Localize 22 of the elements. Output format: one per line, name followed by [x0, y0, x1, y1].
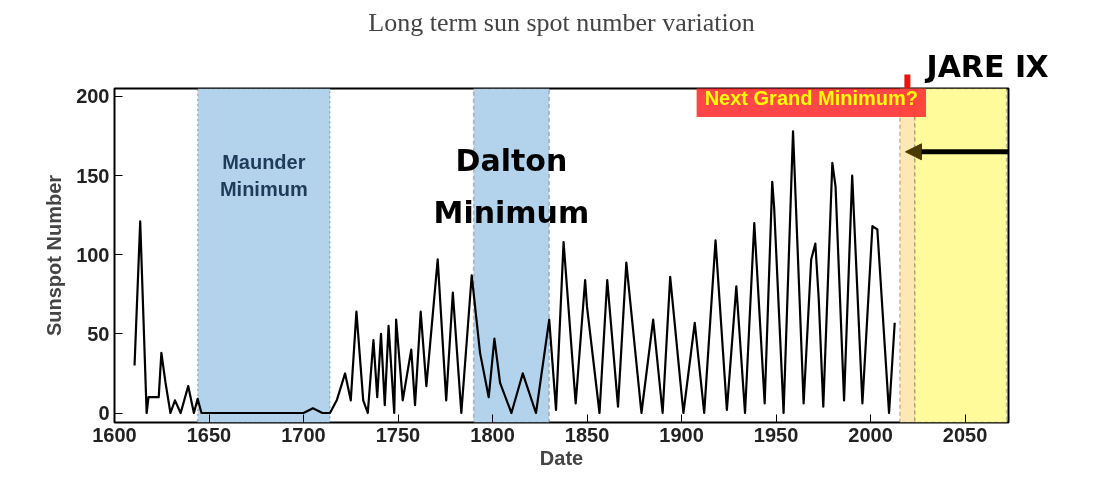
- x-tick-label: 1700: [281, 423, 326, 446]
- x-tick-label: 1850: [564, 423, 610, 446]
- y-tick-label: 100: [76, 243, 110, 266]
- x-tick-label: 1800: [470, 423, 515, 446]
- chart-title: Long term sun spot number variation: [368, 7, 755, 37]
- x-tick-label: 1950: [753, 423, 799, 446]
- y-axis-title: Sunspot Number: [43, 174, 66, 337]
- x-tick-label: 2050: [942, 423, 988, 446]
- x-tick-label: 1650: [186, 423, 232, 446]
- x-tick-label: 1900: [659, 423, 704, 446]
- y-tick-label: 50: [87, 322, 110, 345]
- x-tick-label: 1600: [92, 423, 137, 446]
- y-tick-label: 200: [76, 85, 110, 108]
- x-tick-label: 2000: [848, 423, 893, 446]
- y-tick-label: 0: [98, 402, 110, 424]
- x-axis-title: Date: [539, 446, 584, 469]
- band-label: Next Grand Minimum?: [704, 87, 918, 109]
- y-tick-label: 150: [76, 164, 110, 187]
- band-label: JARE Ⅸ: [924, 48, 1049, 84]
- band-label: Maunder Minimum: [219, 151, 308, 200]
- x-tick-label: 1750: [375, 423, 421, 446]
- band-label: Dalton Minimum: [433, 142, 590, 231]
